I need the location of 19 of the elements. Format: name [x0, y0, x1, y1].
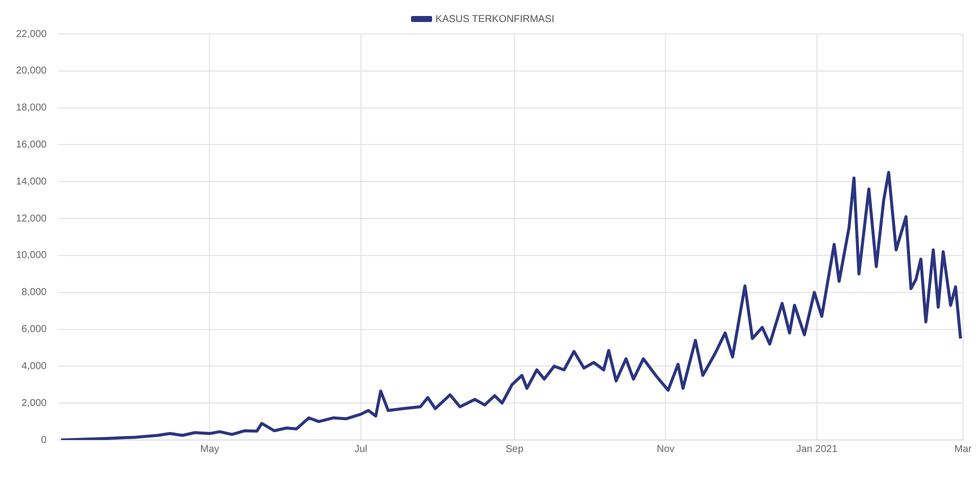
y-tick-label: 14,000: [16, 176, 48, 188]
x-tick-label: Jan 2021: [796, 444, 838, 455]
y-tick-label: 8,000: [22, 287, 48, 298]
x-tick-label: Jul: [354, 444, 368, 455]
x-tick-label: Sep: [506, 444, 524, 455]
x-tick-label: Nov: [656, 444, 675, 455]
y-tick-label: 12,000: [16, 213, 48, 224]
y-tick-label: 10,000: [16, 250, 48, 262]
y-tick-label: 2,000: [22, 398, 48, 409]
legend-label: KASUS TERKONFIRMASI: [436, 14, 554, 25]
y-tick-label: 20,000: [16, 66, 48, 77]
x-tick-label: Mar: [954, 444, 972, 455]
y-tick-label: 0: [41, 434, 48, 446]
y-tick-label: 4,000: [22, 360, 48, 372]
y-tick-label: 18,000: [16, 102, 48, 114]
x-tick-label: May: [200, 444, 220, 455]
y-tick-label: 16,000: [16, 139, 48, 150]
y-tick-label: 22,000: [16, 28, 48, 40]
y-tick-label: 6,000: [22, 324, 48, 336]
